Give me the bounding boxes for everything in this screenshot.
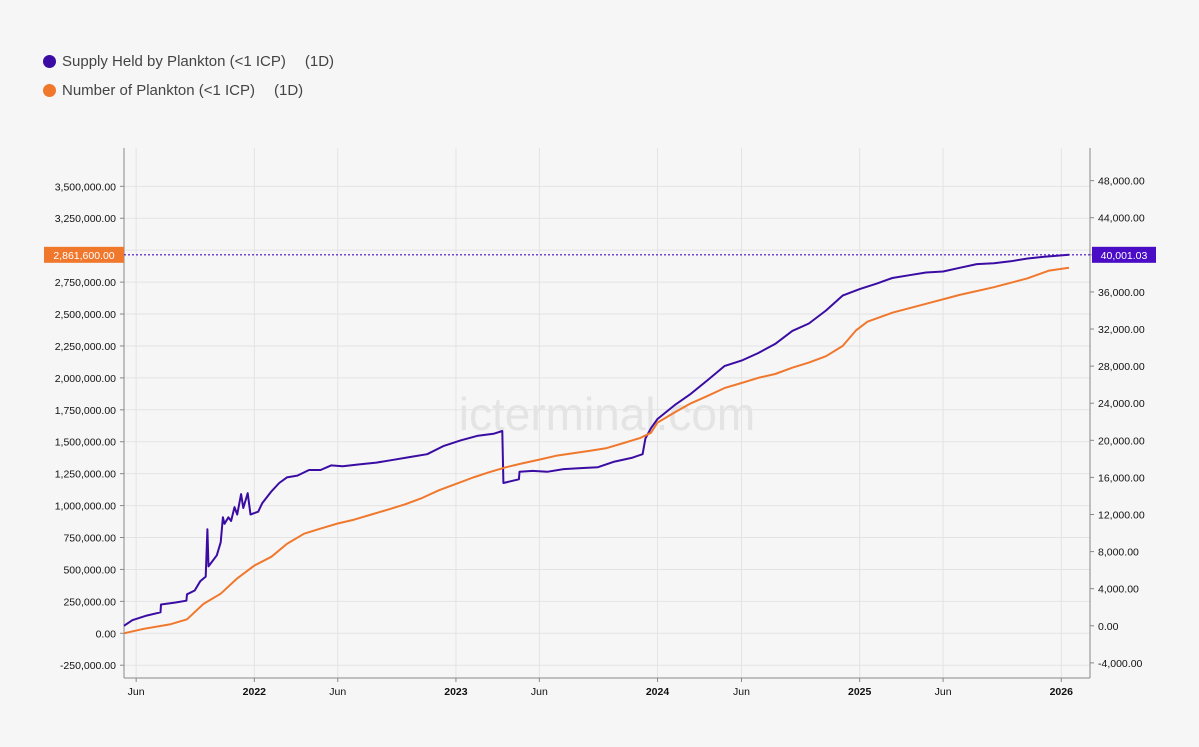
y-right-tick-label: 8,000.00	[1098, 547, 1139, 559]
y-right-tick-label: 36,000.00	[1098, 287, 1145, 299]
chart-legend: Supply Held by Plankton (<1 ICP) (1D) Nu…	[43, 47, 334, 105]
y-left-tick-label: 1,500,000.00	[55, 437, 116, 449]
legend-label: Supply Held by Plankton (<1 ICP)	[62, 53, 286, 70]
current-left-badge	[44, 246, 124, 263]
y-left-tick-label: 0.00	[96, 628, 117, 640]
y-left-tick-label: 250,000.00	[63, 596, 116, 608]
legend-item-supply[interactable]: Supply Held by Plankton (<1 ICP) (1D)	[43, 47, 334, 76]
x-tick-label: Jun	[128, 686, 145, 698]
legend-label: Number of Plankton (<1 ICP)	[62, 82, 256, 99]
current-left-label: 2,861,600.00	[53, 250, 114, 262]
y-left-tick-label: 1,250,000.00	[55, 469, 116, 481]
y-right-tick-label: 24,000.00	[1098, 398, 1145, 410]
y-right-tick-label: 16,000.00	[1098, 472, 1145, 484]
y-left-tick-label: 2,250,000.00	[55, 341, 116, 353]
y-left-tick-label: 500,000.00	[63, 564, 116, 576]
series-line-count	[123, 266, 1070, 635]
y-left-tick-label: 1,750,000.00	[55, 405, 116, 417]
x-tick-label: Jun	[733, 686, 750, 698]
legend-dot-icon	[43, 84, 56, 97]
y-left-tick-label: 2,750,000.00	[55, 277, 116, 289]
series-line-supply	[123, 253, 1070, 627]
x-tick-label: Jun	[935, 686, 952, 698]
y-left-tick-label: -250,000.00	[60, 660, 116, 672]
y-left-tick-label: 2,500,000.00	[55, 309, 116, 321]
x-tick-label: 2025	[848, 686, 872, 698]
y-left-tick-label: 2,000,000.00	[55, 373, 116, 385]
x-tick-label: 2024	[646, 686, 670, 698]
x-tick-label: 2022	[243, 686, 267, 698]
y-right-tick-label: 0.00	[1098, 621, 1119, 633]
x-tick-label: 2023	[444, 686, 468, 698]
legend-item-count[interactable]: Number of Plankton (<1 ICP) (1D)	[43, 76, 334, 105]
y-right-tick-label: 4,000.00	[1098, 584, 1139, 596]
y-right-tick-label: 48,000.00	[1098, 176, 1145, 188]
x-tick-label: Jun	[531, 686, 548, 698]
y-left-tick-label: 750,000.00	[63, 533, 116, 545]
y-left-tick-label: 1,000,000.00	[55, 501, 116, 513]
y-right-tick-label: 12,000.00	[1098, 510, 1145, 522]
legend-interval: (1D)	[274, 82, 304, 99]
y-right-tick-label: 44,000.00	[1098, 213, 1145, 225]
current-right-badge	[1092, 246, 1156, 263]
y-right-tick-label: 28,000.00	[1098, 361, 1145, 373]
x-tick-label: Jun	[329, 686, 346, 698]
x-tick-label: 2026	[1050, 686, 1074, 698]
y-right-tick-label: 32,000.00	[1098, 324, 1145, 336]
y-left-tick-label: 3,250,000.00	[55, 213, 116, 225]
legend-dot-icon	[43, 55, 56, 68]
legend-interval: (1D)	[304, 53, 335, 70]
y-left-tick-label: 3,500,000.00	[55, 181, 116, 193]
current-right-label: 40,001.03	[1101, 250, 1148, 262]
y-right-tick-label: -4,000.00	[1098, 658, 1143, 670]
y-right-tick-label: 20,000.00	[1098, 435, 1145, 447]
